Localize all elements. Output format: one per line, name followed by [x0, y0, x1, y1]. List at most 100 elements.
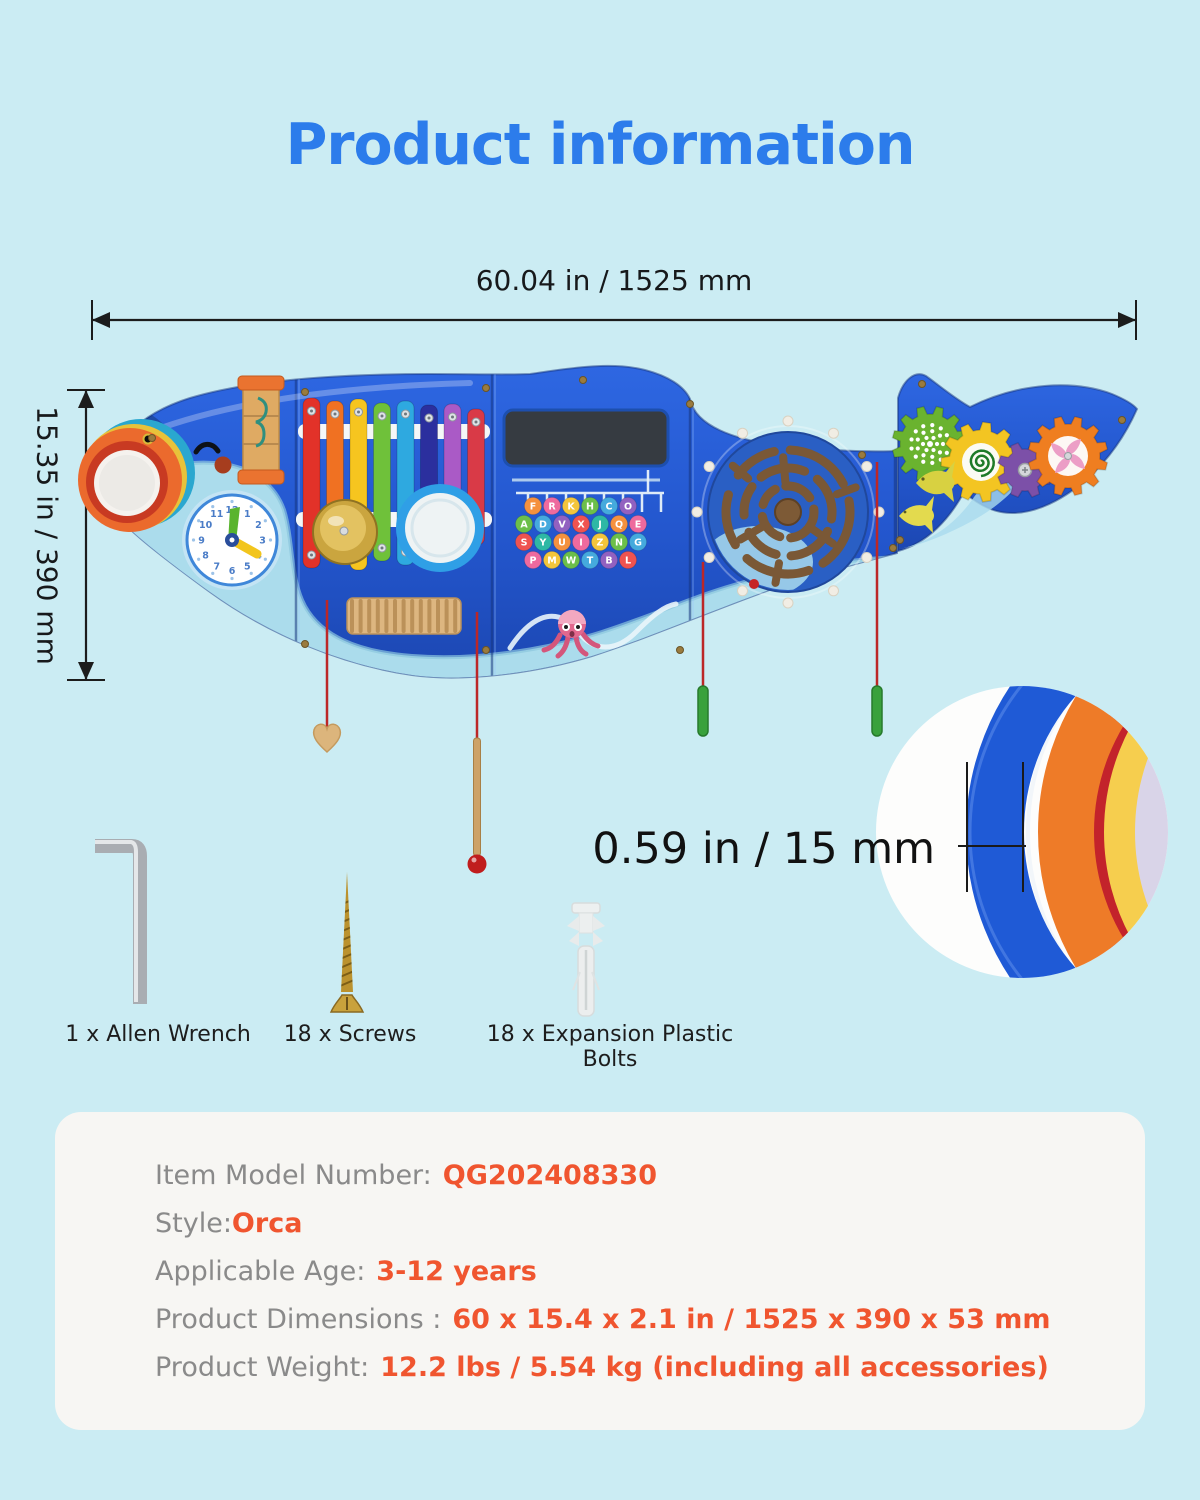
svg-text:G: G — [634, 537, 642, 548]
svg-text:9: 9 — [198, 535, 205, 546]
drum-pad — [396, 484, 484, 572]
svg-text:Y: Y — [539, 537, 547, 548]
svg-text:J: J — [597, 519, 602, 530]
svg-text:F: F — [530, 501, 537, 512]
info-label: Product Weight: — [155, 1352, 370, 1383]
alphabet-bead — [599, 550, 619, 570]
clock-face: 121234567891011 — [182, 490, 282, 590]
svg-text:T: T — [587, 555, 594, 566]
expansion-bolt-icon — [567, 902, 605, 1017]
svg-text:N: N — [615, 537, 623, 548]
svg-text:X: X — [577, 519, 585, 530]
wooden-heart-paddle — [312, 723, 342, 754]
alphabet-bead — [552, 532, 572, 552]
svg-text:I: I — [579, 537, 583, 548]
whale-closed-eye — [193, 441, 221, 455]
svg-text:P: P — [530, 555, 537, 566]
alphabet-bead — [533, 532, 553, 552]
gear-train — [891, 405, 1109, 503]
svg-text:5: 5 — [244, 562, 251, 573]
info-row-style: Style:Orca — [155, 1200, 1105, 1248]
svg-text:A: A — [520, 519, 528, 530]
info-value: QG202408330 — [442, 1160, 657, 1191]
height-dimension-label: 15.35 in / 390 mm — [30, 406, 64, 665]
alphabet-bead — [571, 514, 591, 534]
svg-text:6: 6 — [229, 566, 236, 577]
svg-text:K: K — [567, 501, 575, 512]
alphabet-bead — [514, 514, 534, 534]
alphabet-bead — [533, 514, 553, 534]
svg-text:B: B — [605, 555, 612, 566]
alphabet-bead — [552, 514, 572, 534]
maze-ball — [749, 579, 759, 589]
alphabet-bead — [580, 496, 600, 516]
svg-text:2: 2 — [255, 520, 262, 531]
pull-handle-green — [871, 685, 883, 737]
xylophone-bar — [373, 402, 391, 562]
info-value: Orca — [231, 1208, 303, 1239]
alphabet-bead — [542, 550, 562, 570]
svg-text:10: 10 — [199, 520, 213, 531]
alphabet-bead — [590, 532, 610, 552]
fish-icon — [899, 461, 955, 533]
mirror-knob — [78, 419, 195, 532]
info-value: 3-12 years — [376, 1256, 537, 1287]
thickness-detail-circle — [876, 686, 1168, 978]
cymbal-bell — [312, 499, 378, 565]
hanging-strings — [312, 462, 883, 874]
alphabet-bead — [590, 514, 610, 534]
whale-blush — [214, 456, 232, 474]
svg-text:O: O — [624, 501, 632, 512]
svg-text:C: C — [606, 501, 613, 512]
alphabet-bead — [514, 532, 534, 552]
width-dimension-label: 60.04 in / 1525 mm — [475, 264, 753, 297]
svg-text:R: R — [548, 501, 556, 512]
chalkboard — [502, 408, 670, 468]
page-title: Product information — [285, 112, 916, 178]
head-highlight — [147, 380, 473, 435]
svg-text:1: 1 — [244, 509, 251, 520]
svg-text:Z: Z — [597, 537, 604, 548]
thickness-dimension-label: 0.59 in / 15 mm — [592, 824, 935, 874]
octopus-slider — [541, 610, 601, 659]
svg-text:U: U — [558, 537, 566, 548]
alphabet-bead — [561, 496, 581, 516]
svg-text:W: W — [566, 555, 577, 566]
allen-wrench-icon — [95, 839, 147, 1004]
svg-text:7: 7 — [213, 562, 220, 573]
info-label: Style: — [155, 1208, 232, 1239]
svg-text:S: S — [521, 537, 528, 548]
seahorse-blocks — [237, 375, 285, 485]
alphabet-bead — [523, 550, 543, 570]
alphabet-bead — [580, 550, 600, 570]
svg-text:8: 8 — [202, 551, 209, 562]
product-info-card: Item Model Number: QG202408330 Style:Orca… — [55, 1112, 1145, 1430]
info-row-model: Item Model Number: QG202408330 — [155, 1152, 1105, 1200]
alphabet-bead — [618, 496, 638, 516]
svg-text:3: 3 — [259, 535, 266, 546]
alphabet-bead — [628, 514, 648, 534]
whale-board-illustration: 121234567891011 — [78, 364, 1139, 874]
svg-text:H: H — [586, 501, 594, 512]
alphabet-bead — [628, 532, 648, 552]
pull-handle-green — [697, 685, 709, 737]
svg-text:Q: Q — [615, 519, 623, 530]
svg-text:M: M — [547, 555, 556, 566]
svg-text:D: D — [539, 519, 547, 530]
svg-text:E: E — [635, 519, 642, 530]
info-label: Product Dimensions : — [155, 1304, 442, 1335]
info-label: Applicable Age: — [155, 1256, 366, 1287]
info-row-weight: Product Weight: 12.2 lbs / 5.54 kg (inclu… — [155, 1344, 1105, 1392]
info-row-age: Applicable Age: 3-12 years — [155, 1248, 1105, 1296]
svg-text:V: V — [558, 519, 566, 530]
alphabet-bead — [609, 532, 629, 552]
alphabet-bead — [599, 496, 619, 516]
svg-text:11: 11 — [210, 509, 223, 520]
height-dimension-line — [67, 389, 105, 681]
thickness-caliper-marks — [958, 762, 1026, 892]
alphabet-bead — [523, 496, 543, 516]
alphabet-bead — [561, 550, 581, 570]
screws-label: 18 x Screws — [283, 1022, 417, 1047]
